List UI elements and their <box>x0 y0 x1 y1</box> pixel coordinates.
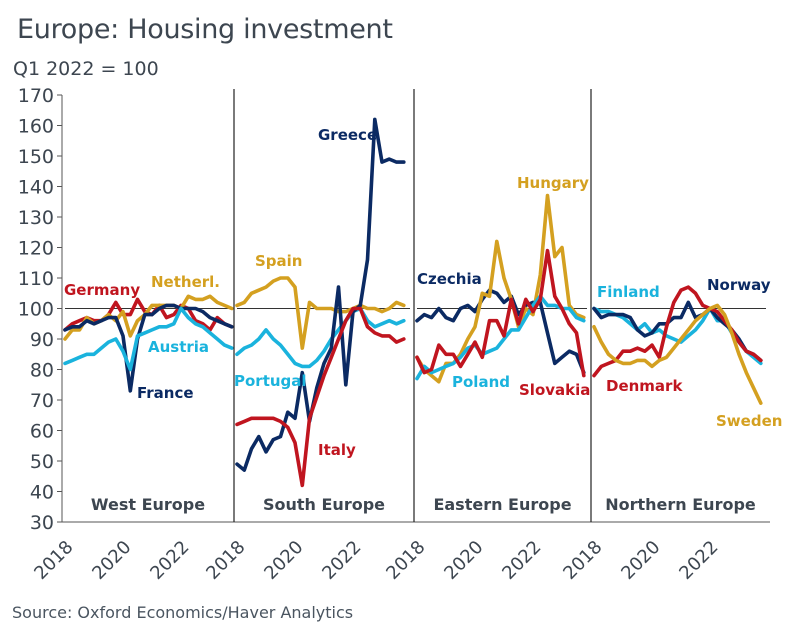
y-tick-label: 140 <box>18 177 54 199</box>
x-tick-label: 2020 <box>88 537 135 584</box>
x-tick-label: 2022 <box>498 537 545 584</box>
series-label-germany: Germany <box>64 281 140 299</box>
x-tick-label: 2018 <box>559 537 606 584</box>
x-tick-label: 2020 <box>617 537 664 584</box>
y-tick-label: 100 <box>18 299 54 321</box>
x-tick-label: 2018 <box>382 537 429 584</box>
series-line-czechia <box>415 288 586 375</box>
panel-label: West Europe <box>91 495 205 514</box>
x-tick-label: 2018 <box>202 537 249 584</box>
x-tick-label: 2022 <box>675 537 722 584</box>
series-label-italy: Italy <box>318 441 356 459</box>
y-tick-label: 150 <box>18 146 54 168</box>
y-tick-label: 160 <box>18 116 54 138</box>
panel-label: Northern Europe <box>605 495 756 514</box>
y-tick-label: 50 <box>30 451 54 473</box>
series-label-hungary: Hungary <box>517 174 589 192</box>
y-tick-label: 60 <box>30 421 54 443</box>
y-tick-label: 170 <box>18 85 54 107</box>
chart-subtitle: Q1 2022 = 100 <box>13 58 159 80</box>
series-line-portugal <box>235 306 406 369</box>
series-line-france <box>63 303 234 393</box>
series-line-greece <box>235 117 406 472</box>
source-note: Source: Oxford Economics/Haver Analytics <box>12 603 354 622</box>
series-label-austria: Austria <box>148 338 209 356</box>
series-label-portugal: Portugal <box>234 372 307 390</box>
series-line-austria <box>63 306 234 372</box>
x-tick-label: 2020 <box>260 537 307 584</box>
panel-label: South Europe <box>263 495 385 514</box>
series-label-slovakia: Slovakia <box>519 381 590 399</box>
series-label-spain: Spain <box>255 252 302 270</box>
series-label-norway: Norway <box>707 276 771 294</box>
chart-title: Europe: Housing investment <box>17 14 393 45</box>
y-tick-label: 40 <box>30 482 54 504</box>
series-label-poland: Poland <box>452 373 510 391</box>
x-tick-label: 2022 <box>146 537 193 584</box>
series-line-poland <box>415 294 586 381</box>
y-tick-label: 130 <box>18 207 54 229</box>
series-label-france: France <box>137 384 194 402</box>
series-line-norway <box>592 300 763 363</box>
x-tick-label: 2018 <box>30 537 77 584</box>
series-label-finland: Finland <box>597 283 660 301</box>
series-label-netherl: Netherl. <box>151 273 220 291</box>
series-label-sweden: Sweden <box>716 412 782 430</box>
series-label-czechia: Czechia <box>417 270 482 288</box>
x-tick-label: 2020 <box>440 537 487 584</box>
series-line-hungary <box>415 193 586 384</box>
y-tick-label: 120 <box>18 238 54 260</box>
series-label-greece: Greece <box>318 126 377 144</box>
series-label-denmark: Denmark <box>606 377 683 395</box>
y-tick-label: 70 <box>30 390 54 412</box>
series-line-spain <box>235 276 406 350</box>
y-tick-label: 90 <box>30 329 54 351</box>
series-line-sweden <box>592 303 763 405</box>
x-tick-label: 2022 <box>318 537 365 584</box>
y-tick-label: 80 <box>30 360 54 382</box>
y-tick-label: 110 <box>18 268 54 290</box>
series-line-italy <box>235 306 406 488</box>
panel-label: Eastern Europe <box>433 495 571 514</box>
series-line-slovakia <box>415 248 586 378</box>
y-tick-label: 30 <box>30 512 54 534</box>
